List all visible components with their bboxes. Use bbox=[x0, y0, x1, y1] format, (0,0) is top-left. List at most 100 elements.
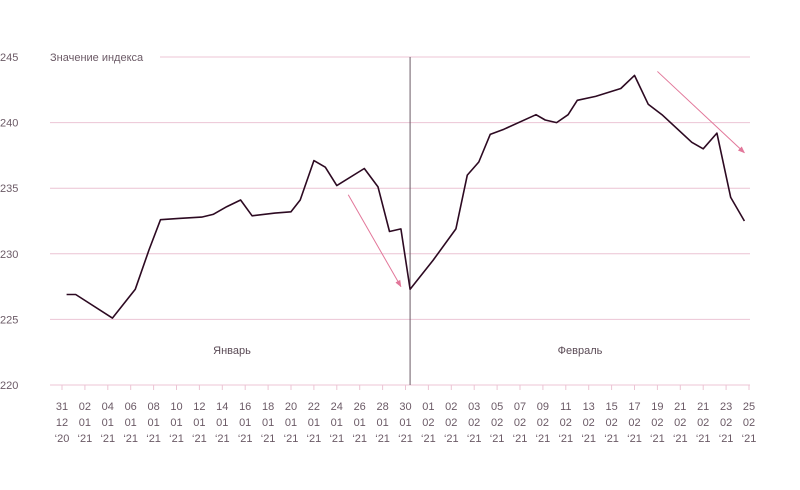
x-tick-label: ‘21 bbox=[100, 433, 115, 445]
x-tick-label: ‘21 bbox=[742, 433, 757, 445]
trend-arrows bbox=[347, 71, 745, 288]
x-tick-label: 07 bbox=[514, 401, 526, 413]
x-tick-label: 08 bbox=[147, 401, 159, 413]
x-tick-label: ‘21 bbox=[375, 433, 390, 445]
x-tick-label: 01 bbox=[79, 417, 91, 429]
x-tick-label: 11 bbox=[560, 401, 571, 413]
x-tick-label: 02 bbox=[628, 417, 640, 429]
x-tick-label: ‘20 bbox=[55, 433, 70, 445]
y-tick-label: 220 bbox=[0, 380, 18, 392]
y-tick-label: 240 bbox=[0, 118, 18, 130]
x-tick-label: 01 bbox=[285, 417, 297, 429]
x-tick-label: 13 bbox=[583, 401, 595, 413]
x-tick-label: ‘21 bbox=[558, 433, 573, 445]
x-tick-label: ‘21 bbox=[192, 433, 207, 445]
x-tick-label: ‘21 bbox=[307, 433, 322, 445]
x-tick-label: ‘21 bbox=[329, 433, 344, 445]
x-tick-label: ‘21 bbox=[490, 433, 505, 445]
x-tick-label: 02 bbox=[445, 417, 457, 429]
x-tick-label: 02 bbox=[697, 417, 709, 429]
x-tick-label: 01 bbox=[354, 417, 366, 429]
x-tick-label: 14 bbox=[216, 401, 228, 413]
x-tick-label: 12 bbox=[56, 417, 68, 429]
x-tick-label: 12 bbox=[193, 401, 205, 413]
x-tick-label: 02 bbox=[422, 417, 434, 429]
x-tick-label: 10 bbox=[170, 401, 182, 413]
x-tick-label: 01 bbox=[331, 417, 343, 429]
x-tick-label: 02 bbox=[491, 417, 503, 429]
x-tick-label: 02 bbox=[514, 417, 526, 429]
x-tick-label: 25 bbox=[743, 401, 755, 413]
x-tick-label: ‘21 bbox=[444, 433, 459, 445]
x-tick-label: ‘21 bbox=[215, 433, 230, 445]
y-tick-label: 235 bbox=[0, 183, 18, 195]
x-tick-label: 23 bbox=[720, 401, 732, 413]
trend-arrow bbox=[657, 71, 745, 154]
x-tick-label: ‘21 bbox=[627, 433, 642, 445]
x-tick-label: 16 bbox=[239, 401, 251, 413]
x-tick-label: ‘21 bbox=[581, 433, 596, 445]
x-tick-label: 03 bbox=[468, 401, 480, 413]
series-layer bbox=[66, 74, 746, 319]
gridlines bbox=[50, 56, 750, 386]
x-tick-label: 02 bbox=[651, 417, 663, 429]
x-tick-label: 31 bbox=[56, 401, 68, 413]
x-tick-label: ‘21 bbox=[467, 433, 482, 445]
x-tick-label: 01 bbox=[399, 417, 411, 429]
x-tick-label: 05 bbox=[491, 401, 503, 413]
x-tick-label: ‘21 bbox=[513, 433, 528, 445]
x-tick-label: ‘21 bbox=[238, 433, 253, 445]
x-tick-label: 22 bbox=[308, 401, 320, 413]
x-tick-label: ‘21 bbox=[284, 433, 299, 445]
x-tick-label: 02 bbox=[79, 401, 91, 413]
x-tick-label: 09 bbox=[537, 401, 549, 413]
x-tick-label: 02 bbox=[720, 417, 732, 429]
x-tick-label: ‘21 bbox=[650, 433, 665, 445]
x-tick-label: 01 bbox=[422, 401, 434, 413]
x-tick-label: 26 bbox=[354, 401, 366, 413]
x-tick-label: 01 bbox=[193, 417, 205, 429]
x-tick-label: ‘21 bbox=[719, 433, 734, 445]
x-tick-label: 06 bbox=[125, 401, 137, 413]
x-tick-label: 20 bbox=[285, 401, 297, 413]
x-tick-label: ‘21 bbox=[536, 433, 551, 445]
trend-arrow bbox=[347, 194, 402, 288]
x-tick-label: 24 bbox=[331, 401, 343, 413]
x-tick-label: 01 bbox=[376, 417, 388, 429]
x-tick-label: 01 bbox=[170, 417, 182, 429]
x-tick-label: ‘21 bbox=[604, 433, 619, 445]
x-tick-label: 02 bbox=[743, 417, 755, 429]
index-series-line bbox=[66, 74, 746, 319]
x-tick-label: 01 bbox=[239, 417, 251, 429]
y-tick-label: 225 bbox=[0, 314, 18, 326]
x-tick-label: 02 bbox=[445, 401, 457, 413]
x-tick-label: ‘21 bbox=[352, 433, 367, 445]
x-tick-label: 15 bbox=[605, 401, 617, 413]
y-axis-label: Значение индекса bbox=[50, 52, 144, 64]
x-tick-label: 02 bbox=[674, 417, 686, 429]
x-tick-label: 02 bbox=[537, 417, 549, 429]
x-tick-label: 02 bbox=[468, 417, 480, 429]
x-tick-label: 21 bbox=[697, 401, 709, 413]
x-tick-label: ‘21 bbox=[261, 433, 276, 445]
month-label: Январь bbox=[213, 345, 251, 357]
y-axis-ticks: 245 240 235 230 225 220 bbox=[0, 52, 18, 392]
x-axis-ticks: 31 12 ‘20 02 01 ‘21 04 01 ‘21 06 01 ‘21 08 01 ‘21 10 01 ‘… bbox=[55, 385, 757, 445]
x-tick-label: ‘21 bbox=[398, 433, 413, 445]
x-tick-label: 17 bbox=[628, 401, 640, 413]
x-tick-label: 01 bbox=[125, 417, 137, 429]
month-label: Февраль bbox=[558, 345, 603, 357]
x-tick-label: ‘21 bbox=[78, 433, 93, 445]
x-tick-label: 02 bbox=[605, 417, 617, 429]
x-tick-label: 01 bbox=[147, 417, 159, 429]
x-tick-label: 21 bbox=[674, 401, 686, 413]
x-tick-label: ‘21 bbox=[169, 433, 184, 445]
y-tick-label: 245 bbox=[0, 52, 18, 64]
x-tick-label: 01 bbox=[216, 417, 228, 429]
x-tick-label: 01 bbox=[308, 417, 320, 429]
x-tick-label: ‘21 bbox=[421, 433, 436, 445]
y-tick-label: 230 bbox=[0, 249, 18, 261]
month-labels: Январь Февраль bbox=[213, 345, 602, 357]
x-tick-label: 19 bbox=[651, 401, 663, 413]
